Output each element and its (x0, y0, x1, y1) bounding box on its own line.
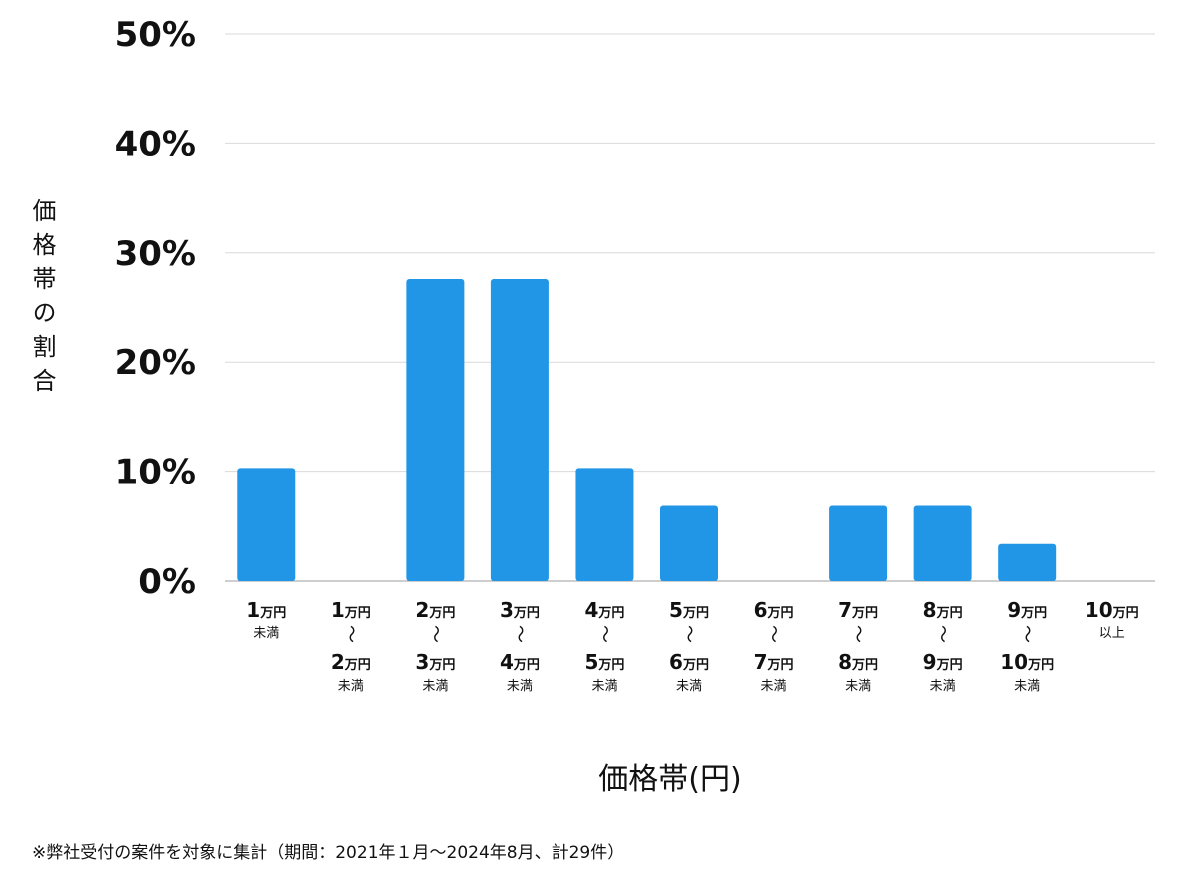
x-tick-note: 未満 (676, 679, 702, 694)
y-tick-label: 30% (115, 234, 196, 274)
x-tick-note: 未満 (1014, 679, 1040, 694)
x-tick-note: 未満 (591, 679, 617, 694)
x-tick-label-from: 8万円 (923, 598, 963, 622)
x-tick-tilde: 〜 (763, 625, 784, 643)
x-tick-label-from: 1万円 (246, 598, 286, 622)
x-tick-label-to: 5万円 (584, 650, 624, 674)
x-tick-note: 未満 (338, 679, 364, 694)
x-tick-label-from: 6万円 (754, 598, 794, 622)
x-tick-tilde: 〜 (1016, 625, 1037, 643)
x-tick-label-to: 6万円 (669, 650, 709, 674)
x-tick-label-from: 1万円 (331, 598, 371, 622)
x-tick-label-from: 5万円 (669, 598, 709, 622)
x-tick-label-to: 3万円 (415, 650, 455, 674)
x-tick-note: 以上 (1099, 626, 1125, 641)
x-tick-tilde: 〜 (509, 625, 530, 643)
x-tick-label-from: 4万円 (584, 598, 624, 622)
bar (829, 505, 888, 581)
bar (998, 543, 1057, 581)
x-tick-note: 未満 (422, 679, 448, 694)
y-axis-label: 価格帯の割合 (28, 198, 56, 402)
x-tick-note: 未満 (253, 626, 279, 641)
x-tick-label-to: 10万円 (1000, 650, 1054, 674)
x-tick-label-from: 3万円 (500, 598, 540, 622)
x-tick-label-from: 9万円 (1007, 598, 1047, 622)
x-tick-tilde: 〜 (424, 625, 445, 643)
x-tick-tilde: 〜 (847, 625, 868, 643)
bar-chart: 0%10%20%30%40%50%1万円未満1万円〜2万円未満2万円〜3万円未満… (115, 15, 1155, 694)
bar (575, 468, 634, 581)
x-tick-tilde: 〜 (932, 625, 953, 643)
x-tick-label-from: 7万円 (838, 598, 878, 622)
x-tick-note: 未満 (845, 679, 871, 694)
x-tick-note: 未満 (761, 679, 787, 694)
x-tick-tilde: 〜 (340, 625, 361, 643)
y-tick-label: 40% (115, 124, 196, 164)
x-tick-tilde: 〜 (678, 625, 699, 643)
x-tick-label-from: 10万円 (1085, 598, 1139, 622)
bar (490, 279, 549, 581)
y-tick-label: 10% (115, 453, 196, 493)
x-axis-label: 価格帯(円) (598, 762, 742, 797)
x-tick-label-to: 9万円 (923, 650, 963, 674)
y-tick-label: 0% (138, 562, 196, 602)
x-tick-label-to: 2万円 (331, 650, 371, 674)
bar (406, 279, 465, 581)
bar (237, 468, 296, 581)
y-tick-label: 50% (115, 15, 196, 55)
y-tick-label: 20% (115, 343, 196, 383)
footnote: ※弊社受付の案件を対象に集計（期間：2021年１月〜2024年8月、計29件） (32, 843, 625, 863)
x-tick-note: 未満 (507, 679, 533, 694)
x-tick-note: 未満 (930, 679, 956, 694)
x-tick-label-to: 7万円 (754, 650, 794, 674)
x-tick-label-from: 2万円 (415, 598, 455, 622)
bar (660, 505, 718, 581)
x-tick-label-to: 8万円 (838, 650, 878, 674)
bar (913, 505, 972, 581)
x-tick-tilde: 〜 (593, 625, 614, 643)
x-tick-label-to: 4万円 (500, 650, 540, 674)
